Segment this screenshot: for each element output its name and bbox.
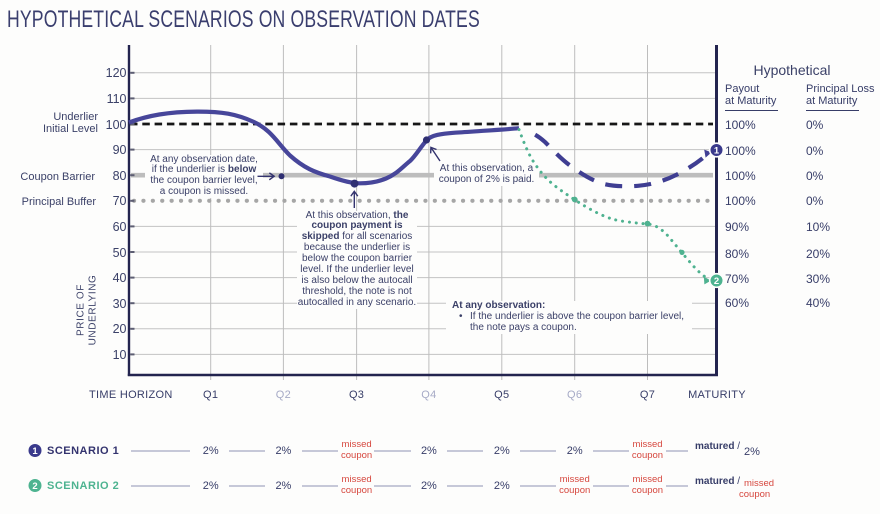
- svg-text:2: 2: [32, 481, 37, 492]
- svg-text:2: 2: [714, 276, 719, 287]
- svg-text:1: 1: [714, 146, 720, 157]
- svg-text:1: 1: [32, 446, 38, 457]
